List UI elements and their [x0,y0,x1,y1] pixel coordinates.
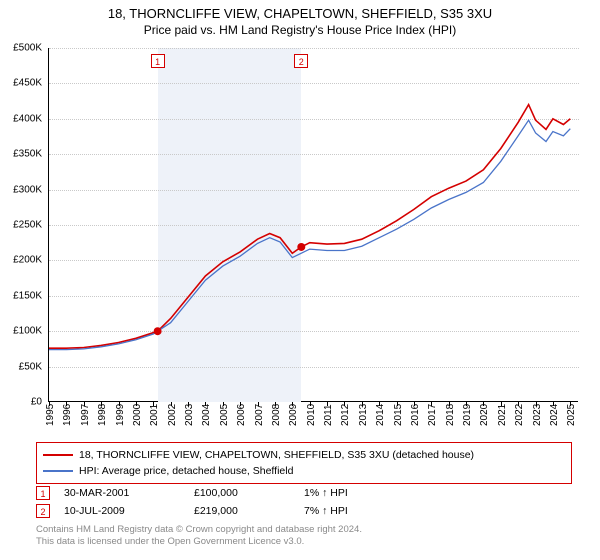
x-axis-label: 2004 [201,404,212,426]
event-row-2: 2 10-JUL-2009 £219,000 7% ↑ HPI [36,502,572,520]
legend-box: 18, THORNCLIFFE VIEW, CHAPELTOWN, SHEFFI… [36,442,572,484]
y-axis-label: £150K [13,290,42,301]
event-hpi-1: 1% ↑ HPI [304,487,348,499]
series-property [49,105,570,349]
series-hpi [49,120,570,349]
x-axis-label: 2021 [497,404,508,426]
y-axis-label: £500K [13,43,42,54]
legend-row-property: 18, THORNCLIFFE VIEW, CHAPELTOWN, SHEFFI… [43,447,565,463]
x-axis-label: 2011 [323,404,334,426]
event-date-1: 30-MAR-2001 [64,487,194,499]
y-axis-label: £0 [31,397,42,408]
legend-swatch-property [43,454,73,456]
y-axis-label: £300K [13,184,42,195]
events-table: 1 30-MAR-2001 £100,000 1% ↑ HPI 2 10-JUL… [36,484,572,520]
x-axis-label: 2006 [236,404,247,426]
event-marker-2: 2 [36,504,50,518]
legend-label-property: 18, THORNCLIFFE VIEW, CHAPELTOWN, SHEFFI… [79,449,474,461]
y-axis-label: £200K [13,255,42,266]
footer-line-1: Contains HM Land Registry data © Crown c… [36,524,572,536]
plot-region: £0£50K£100K£150K£200K£250K£300K£350K£400… [48,48,578,402]
x-axis-label: 2005 [219,404,230,426]
event-hpi-2: 7% ↑ HPI [304,505,348,517]
y-axis-label: £450K [13,78,42,89]
x-axis-label: 2024 [549,404,560,426]
x-axis-label: 1997 [80,404,91,426]
x-axis-label: 1998 [97,404,108,426]
y-axis-label: £100K [13,326,42,337]
footer-attribution: Contains HM Land Registry data © Crown c… [36,524,572,548]
marker-dot-1 [154,327,162,335]
x-axis-label: 2014 [375,404,386,426]
event-row-1: 1 30-MAR-2001 £100,000 1% ↑ HPI [36,484,572,502]
x-axis-label: 2023 [532,404,543,426]
y-axis-label: £350K [13,149,42,160]
x-axis-label: 1996 [62,404,73,426]
x-axis-label: 2025 [566,404,577,426]
title-block: 18, THORNCLIFFE VIEW, CHAPELTOWN, SHEFFI… [0,0,600,39]
x-axis-label: 2017 [427,404,438,426]
x-axis-label: 2016 [410,404,421,426]
x-axis-label: 2007 [254,404,265,426]
event-date-2: 10-JUL-2009 [64,505,194,517]
x-axis-label: 2008 [271,404,282,426]
x-axis-label: 2022 [514,404,525,426]
legend-label-hpi: HPI: Average price, detached house, Shef… [79,465,293,477]
y-axis-label: £250K [13,220,42,231]
line-svg [49,48,579,402]
x-axis-label: 1995 [45,404,56,426]
event-price-1: £100,000 [194,487,304,499]
x-axis-label: 1999 [115,404,126,426]
x-axis-label: 2020 [479,404,490,426]
footer-line-2: This data is licensed under the Open Gov… [36,536,572,548]
x-axis-label: 2019 [462,404,473,426]
x-axis-label: 2003 [184,404,195,426]
x-axis-label: 2012 [340,404,351,426]
x-axis-label: 2015 [393,404,404,426]
chart-title: 18, THORNCLIFFE VIEW, CHAPELTOWN, SHEFFI… [0,6,600,21]
legend-swatch-hpi [43,470,73,472]
y-axis-label: £400K [13,113,42,124]
chart-subtitle: Price paid vs. HM Land Registry's House … [0,23,600,37]
marker-label-2: 2 [294,54,308,68]
event-price-2: £219,000 [194,505,304,517]
x-axis-label: 2002 [167,404,178,426]
chart-area: £0£50K£100K£150K£200K£250K£300K£350K£400… [48,48,578,402]
chart-container: 18, THORNCLIFFE VIEW, CHAPELTOWN, SHEFFI… [0,0,600,560]
x-axis-label: 2001 [149,404,160,426]
x-axis-label: 2009 [288,404,299,426]
event-marker-1: 1 [36,486,50,500]
x-axis-label: 2010 [306,404,317,426]
x-axis-label: 2013 [358,404,369,426]
x-axis-label: 2000 [132,404,143,426]
marker-label-1: 1 [151,54,165,68]
x-axis-label: 2018 [445,404,456,426]
marker-dot-2 [297,243,305,251]
legend-row-hpi: HPI: Average price, detached house, Shef… [43,463,565,479]
y-axis-label: £50K [19,361,42,372]
